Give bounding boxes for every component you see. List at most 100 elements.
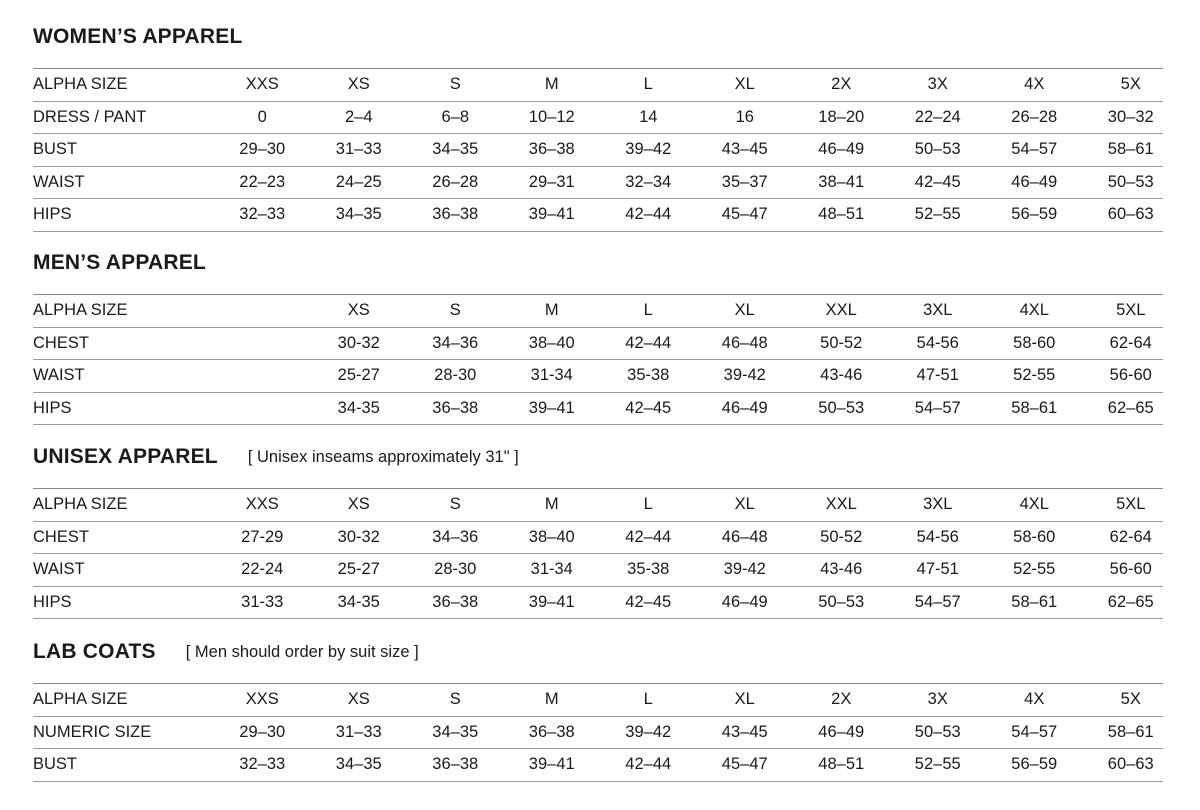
table-cell: 56-60 <box>1109 366 1152 385</box>
table-cell: M <box>544 75 559 94</box>
size-section: UNISEX APPAREL [ Unisex inseams approxima… <box>33 442 1163 619</box>
section-note: [ Men should order by suit size ] <box>185 642 419 661</box>
table-cell: 45–47 <box>721 755 768 774</box>
table-cell: 38–40 <box>528 333 575 352</box>
table-cell: 30-32 <box>337 527 380 546</box>
table-row: WAIST 25-27 28-30 31-34 35-38 39-42 43-46 47-51… <box>33 360 1163 393</box>
table-cell: 28-30 <box>434 560 477 579</box>
table-cell: 54-56 <box>916 527 959 546</box>
size-section: WOMEN’S APPAREL ALPHA SIZE XXS XS S M L XL 2X 3X 4… <box>33 22 1163 232</box>
row-label: DRESS / PANT <box>33 107 147 126</box>
table-cell: 14 <box>639 107 658 126</box>
table-cell: 43–45 <box>721 722 768 741</box>
table-row: HIPS 34-35 36–38 39–41 42–45 46–49 50–53 54–57 5… <box>33 393 1163 425</box>
section-header: UNISEX APPAREL [ Unisex inseams approxima… <box>33 442 1163 472</box>
table-cell: XS <box>347 75 370 94</box>
size-table: ALPHA SIZE XXS XS S M L XL 2X 3X 4X 5X DRESS / PANT… <box>33 68 1163 232</box>
table-row: ALPHA SIZE XXS XS S M L XL 2X 3X 4X 5X <box>33 684 1163 717</box>
table-cell: 16 <box>735 107 754 126</box>
size-table: ALPHA SIZE XS S M L XL XXL 3XL 4XL 5XL CHEST 30-32 3… <box>33 294 1163 425</box>
table-cell: XXS <box>245 75 279 94</box>
table-cell: 3XL <box>923 301 953 320</box>
row-label: ALPHA SIZE <box>33 301 128 320</box>
row-label: NUMERIC SIZE <box>33 722 152 741</box>
row-label: WAIST <box>33 560 85 579</box>
table-cell: 54–57 <box>1011 722 1058 741</box>
table-cell: 42–45 <box>625 398 672 417</box>
table-cell: 46–49 <box>721 592 768 611</box>
table-cell: 5XL <box>1116 301 1146 320</box>
table-cell: 58-60 <box>1013 527 1056 546</box>
table-cell: XS <box>347 301 370 320</box>
table-row: ALPHA SIZE XS S M L XL XXL 3XL 4XL 5XL <box>33 295 1163 328</box>
table-cell: 54–57 <box>914 398 961 417</box>
table-cell: 43-46 <box>820 560 863 579</box>
table-cell: 39–41 <box>528 592 575 611</box>
table-row: ALPHA SIZE XXS XS S M L XL XXL 3XL 4XL 5XL <box>33 489 1163 522</box>
table-cell: 22-24 <box>241 560 284 579</box>
table-cell: 31-33 <box>241 592 284 611</box>
table-cell: S <box>449 75 461 94</box>
table-cell: 36–38 <box>528 722 575 741</box>
table-cell: XS <box>347 495 370 514</box>
table-row: HIPS 31-33 34-35 36–38 39–41 42–45 46–49 50–53 5… <box>33 587 1163 619</box>
table-cell: 52–55 <box>914 205 961 224</box>
table-row: ALPHA SIZE XXS XS S M L XL 2X 3X 4X 5X <box>33 69 1163 102</box>
table-cell: 36–38 <box>528 140 575 159</box>
table-cell: 36–38 <box>432 755 479 774</box>
table-cell: 34–35 <box>432 722 479 741</box>
table-cell: 50–53 <box>818 592 865 611</box>
table-cell: 47-51 <box>916 366 959 385</box>
table-cell: 29–30 <box>239 722 286 741</box>
table-cell: 56–59 <box>1011 205 1058 224</box>
row-label: CHEST <box>33 527 89 546</box>
table-cell: 39–42 <box>625 722 672 741</box>
table-cell: 50–53 <box>1107 172 1154 191</box>
table-cell: 58-60 <box>1013 333 1056 352</box>
table-cell: XXL <box>825 301 857 320</box>
table-cell: 39–42 <box>625 140 672 159</box>
table-cell: 22–24 <box>914 107 961 126</box>
table-cell: 52–55 <box>914 755 961 774</box>
table-cell: M <box>544 495 559 514</box>
table-cell: 39–41 <box>528 205 575 224</box>
table-cell: 32–33 <box>239 755 286 774</box>
table-cell: 34-35 <box>337 592 380 611</box>
table-cell: 2–4 <box>344 107 373 126</box>
table-cell: 2X <box>831 75 852 94</box>
table-cell: 0 <box>257 107 267 126</box>
size-section: MEN’S APPAREL ALPHA SIZE XS S M L XL XXL 3XL 4XL 5… <box>33 248 1163 425</box>
table-cell: 60–63 <box>1107 755 1154 774</box>
table-cell: L <box>643 495 653 514</box>
table-cell: 42–45 <box>625 592 672 611</box>
section-header: LAB COATS [ Men should order by suit size… <box>33 637 1163 667</box>
table-cell: 34–36 <box>432 527 479 546</box>
row-label: WAIST <box>33 172 85 191</box>
table-cell: 26–28 <box>1011 107 1058 126</box>
table-cell: 48–51 <box>818 755 865 774</box>
section-header: WOMEN’S APPAREL <box>33 22 1163 52</box>
table-cell: 62–65 <box>1107 592 1154 611</box>
table-cell: 46–49 <box>721 398 768 417</box>
table-row: CHEST 27-29 30-32 34–36 38–40 42–44 46–48 50-52… <box>33 522 1163 554</box>
table-row: BUST 29–30 31–33 34–35 36–38 39–42 43–45 46–49 5… <box>33 134 1163 167</box>
table-cell: M <box>544 301 559 320</box>
table-cell: 50–53 <box>914 140 961 159</box>
table-cell: 36–38 <box>432 592 479 611</box>
section-title: WOMEN’S APPAREL <box>33 25 243 48</box>
table-cell: 34–35 <box>432 140 479 159</box>
table-cell: 47-51 <box>916 560 959 579</box>
table-cell: L <box>643 75 653 94</box>
table-cell: 31–33 <box>335 722 382 741</box>
table-cell: 3X <box>927 690 948 709</box>
table-cell: 38–40 <box>528 527 575 546</box>
table-cell: 50-52 <box>820 333 863 352</box>
row-label: HIPS <box>33 398 72 417</box>
table-cell: 35-38 <box>627 366 670 385</box>
table-cell: 56-60 <box>1109 560 1152 579</box>
table-cell: XXS <box>245 495 279 514</box>
table-cell: 10–12 <box>528 107 575 126</box>
table-cell: XS <box>347 690 370 709</box>
table-row: CHEST 30-32 34–36 38–40 42–44 46–48 50-52 54-56… <box>33 328 1163 360</box>
row-label: HIPS <box>33 592 72 611</box>
